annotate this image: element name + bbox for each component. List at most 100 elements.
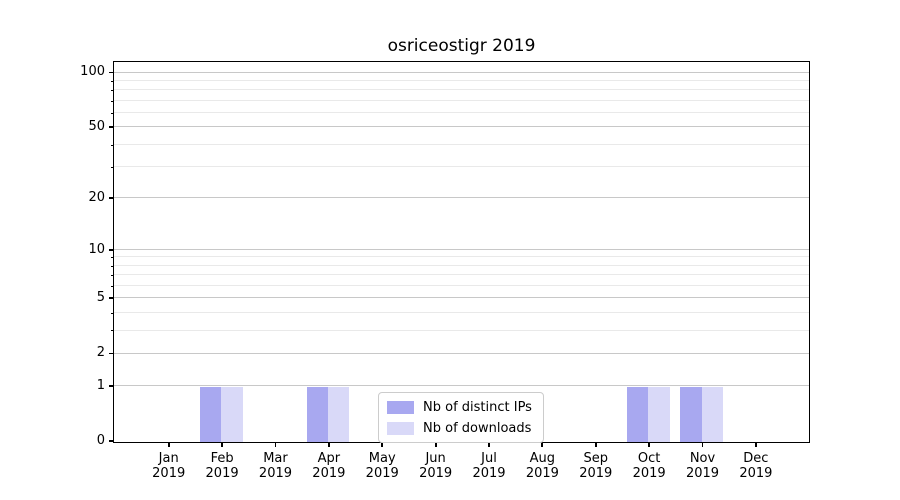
x-tick-dec — [754, 443, 757, 447]
bar-downloads-nov — [701, 386, 724, 442]
legend: Nb of distinct IPs Nb of downloads — [378, 392, 544, 443]
x-label-month: Mar — [263, 451, 288, 466]
y-minor-tick-6 — [110, 285, 113, 287]
y-gridline-minor-4 — [114, 311, 809, 313]
y-gridline-minor-7 — [114, 274, 809, 276]
x-label-year: 2019 — [258, 466, 293, 481]
x-label-year: 2019 — [205, 466, 239, 481]
y-tick-1 — [109, 384, 113, 387]
x-tick-label-aug: Aug 2019 — [507, 451, 577, 481]
legend-swatch-distinct-ips — [387, 400, 414, 414]
x-tick-mar — [274, 443, 277, 447]
y-tick-label-50: 50 — [88, 119, 105, 135]
x-label-year: 2019 — [739, 466, 773, 481]
x-label-year: 2019 — [472, 466, 506, 481]
x-label-month: Sep — [583, 451, 608, 466]
x-tick-oct — [648, 443, 651, 447]
x-tick-may — [381, 443, 384, 447]
y-tick-label-1: 1 — [96, 377, 105, 393]
x-tick-label-may: May 2019 — [347, 451, 417, 481]
y-tick-label-0: 0 — [96, 433, 105, 449]
x-tick-feb — [221, 443, 223, 447]
y-minor-tick-80 — [110, 90, 113, 92]
x-label-year: 2019 — [525, 466, 559, 481]
x-tick-apr — [327, 443, 330, 447]
x-label-month: Oct — [637, 451, 661, 466]
x-tick-label-oct: Oct 2019 — [614, 451, 684, 481]
y-minor-tick-8 — [110, 265, 113, 267]
x-label-year: 2019 — [579, 466, 613, 481]
x-tick-aug — [541, 443, 544, 447]
y-minor-tick-4 — [110, 312, 113, 314]
y-minor-tick-9 — [110, 257, 113, 259]
y-gridline-minor-80 — [114, 89, 809, 91]
y-gridline-10 — [114, 248, 809, 250]
y-minor-tick-90 — [110, 80, 113, 82]
legend-swatch-downloads — [387, 421, 414, 435]
x-tick-jun — [434, 443, 437, 447]
y-tick-label-5: 5 — [96, 290, 105, 306]
x-label-year: 2019 — [419, 466, 453, 481]
y-minor-tick-30 — [110, 166, 113, 168]
x-label-year: 2019 — [685, 466, 720, 481]
x-tick-nov — [701, 443, 704, 447]
y-gridline-50 — [114, 126, 809, 128]
x-label-year: 2019 — [312, 466, 346, 481]
x-label-month: Jan — [158, 451, 179, 466]
y-gridline-minor-9 — [114, 256, 809, 258]
x-tick-label-jun: Jun 2019 — [401, 451, 471, 481]
x-tick-jul — [488, 443, 490, 447]
y-tick-0 — [109, 440, 113, 443]
y-gridline-minor-90 — [114, 80, 809, 81]
y-gridline-1 — [114, 385, 809, 387]
y-gridline-5 — [114, 297, 809, 299]
x-tick-label-apr: Apr 2019 — [294, 451, 364, 481]
y-gridline-minor-60 — [114, 111, 809, 113]
legend-item-downloads: Nb of downloads — [387, 419, 535, 437]
bar-downloads-feb — [221, 386, 243, 442]
legend-label-downloads: Nb of downloads — [423, 420, 532, 436]
y-tick-label-2: 2 — [96, 345, 105, 361]
x-label-month: Apr — [317, 451, 341, 466]
y-gridline-minor-6 — [114, 284, 809, 286]
y-gridline-minor-3 — [114, 329, 809, 331]
y-tick-50 — [109, 126, 113, 128]
y-tick-label-20: 20 — [88, 189, 105, 205]
plot-area: Nb of distinct IPs Nb of downloads — [113, 61, 810, 443]
y-minor-tick-70 — [110, 100, 113, 102]
x-label-month: Nov — [689, 451, 716, 466]
x-tick-label-dec: Dec 2019 — [721, 451, 791, 481]
x-label-year: 2019 — [365, 466, 399, 481]
x-label-year: 2019 — [152, 466, 186, 481]
y-minor-tick-60 — [110, 112, 113, 114]
y-minor-tick-3 — [110, 330, 113, 332]
x-tick-label-feb: Feb 2019 — [187, 451, 257, 481]
y-tick-label-10: 10 — [88, 241, 105, 257]
x-tick-sep — [594, 443, 597, 447]
legend-item-distinct-ips: Nb of distinct IPs — [387, 398, 535, 416]
x-tick-label-nov: Nov 2019 — [668, 451, 738, 481]
x-label-month: Feb — [210, 451, 234, 466]
y-gridline-20 — [114, 197, 809, 199]
x-label-month: Aug — [529, 451, 556, 466]
x-tick-label-jan: Jan 2019 — [134, 451, 204, 481]
x-tick-jan — [167, 443, 170, 447]
y-gridline-minor-70 — [114, 99, 809, 101]
y-gridline-minor-40 — [114, 143, 809, 145]
chart-title: osriceostigr 2019 — [387, 36, 536, 56]
y-tick-5 — [109, 297, 113, 299]
y-tick-10 — [109, 248, 113, 251]
x-tick-label-jul: Jul 2019 — [454, 451, 524, 481]
y-tick-20 — [109, 197, 113, 199]
y-gridline-minor-30 — [114, 166, 809, 168]
bar-downloads-oct — [648, 386, 670, 442]
x-label-year: 2019 — [632, 466, 666, 481]
y-gridline-2 — [114, 352, 809, 354]
y-tick-100 — [109, 71, 113, 74]
x-tick-label-mar: Mar 2019 — [240, 451, 310, 481]
x-label-month: Jun — [425, 451, 446, 466]
bar-distinct-ips-apr — [306, 386, 329, 442]
y-minor-tick-40 — [110, 144, 113, 146]
x-label-month: May — [368, 451, 396, 466]
